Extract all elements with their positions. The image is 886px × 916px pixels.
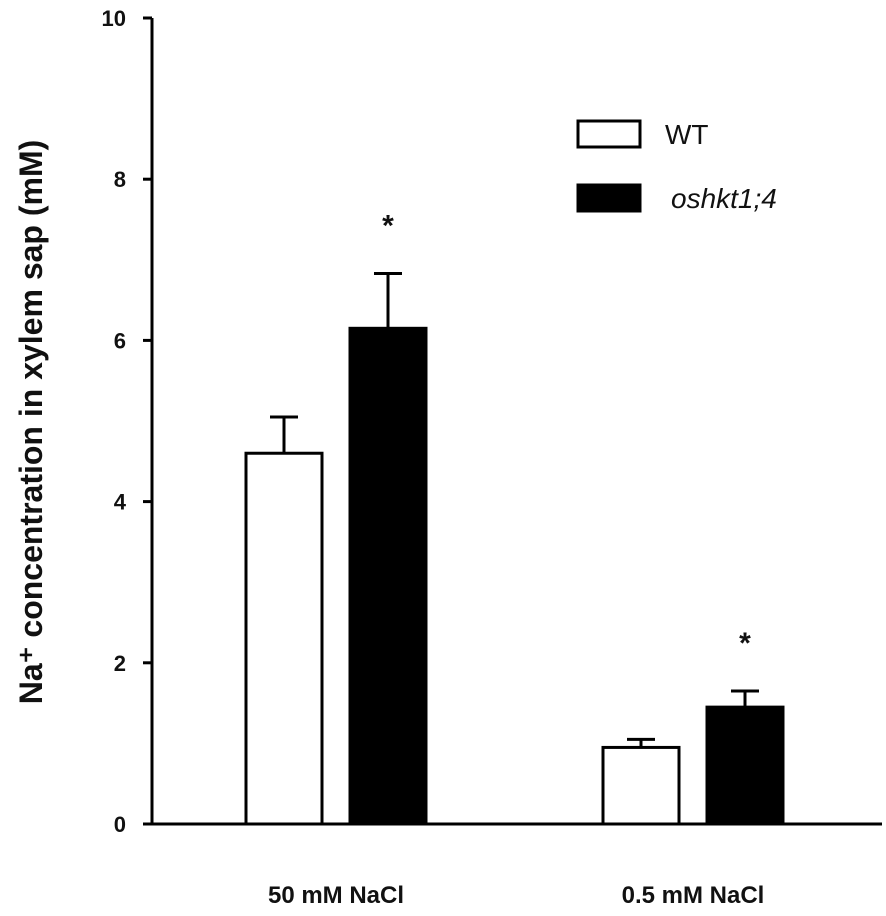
- bar-wt: [601, 745, 681, 826]
- legend: WT oshkt1;4: [576, 119, 777, 214]
- y-tick-label: 8: [114, 167, 126, 192]
- significance-star: *: [382, 210, 394, 243]
- y-tick-label: 10: [102, 6, 126, 31]
- legend-label: WT: [665, 119, 709, 150]
- legend-label: oshkt1;4: [671, 183, 777, 214]
- y-tick-label: 4: [114, 490, 127, 515]
- category-label: 50 mM NaCl: [268, 882, 404, 909]
- bar-wt: [244, 451, 324, 826]
- category-label: 0.5 mM NaCl: [622, 882, 765, 909]
- significance-star: *: [739, 627, 751, 660]
- legend-swatch: [576, 119, 642, 149]
- bar-oshkt1-4: [705, 705, 785, 826]
- legend-swatch: [576, 183, 642, 213]
- annotations: **: [382, 210, 751, 661]
- y-axis-label: Na⁺ concentration in xylem sap (mM): [13, 140, 49, 705]
- category-labels: 50 mM NaCl 0.5 mM NaCl: [268, 882, 764, 909]
- error-bars: [270, 272, 759, 748]
- y-ticks: 0 2 4 6 8 10: [102, 6, 152, 837]
- bars: [244, 326, 785, 826]
- bar-oshkt1-4: [348, 326, 428, 826]
- y-tick-label: 0: [114, 812, 126, 837]
- y-tick-label: 2: [114, 651, 126, 676]
- y-tick-label: 6: [114, 328, 126, 353]
